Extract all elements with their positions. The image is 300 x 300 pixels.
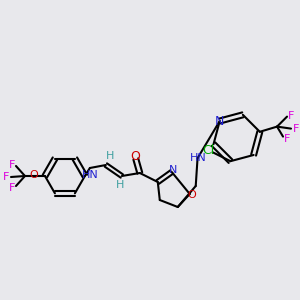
- Text: O: O: [30, 170, 38, 180]
- Text: F: F: [3, 172, 9, 182]
- Text: H: H: [106, 151, 114, 161]
- Text: HN: HN: [190, 153, 207, 163]
- Text: Cl: Cl: [202, 144, 215, 157]
- Text: F: F: [293, 124, 299, 134]
- Text: F: F: [284, 134, 290, 144]
- Text: H: H: [116, 180, 124, 190]
- Text: F: F: [288, 111, 294, 121]
- Text: N: N: [169, 165, 177, 175]
- Text: F: F: [9, 160, 15, 170]
- Text: N: N: [215, 115, 224, 128]
- Text: F: F: [9, 183, 15, 193]
- Text: O: O: [130, 151, 140, 164]
- Text: HN: HN: [82, 170, 98, 180]
- Text: O: O: [188, 190, 196, 200]
